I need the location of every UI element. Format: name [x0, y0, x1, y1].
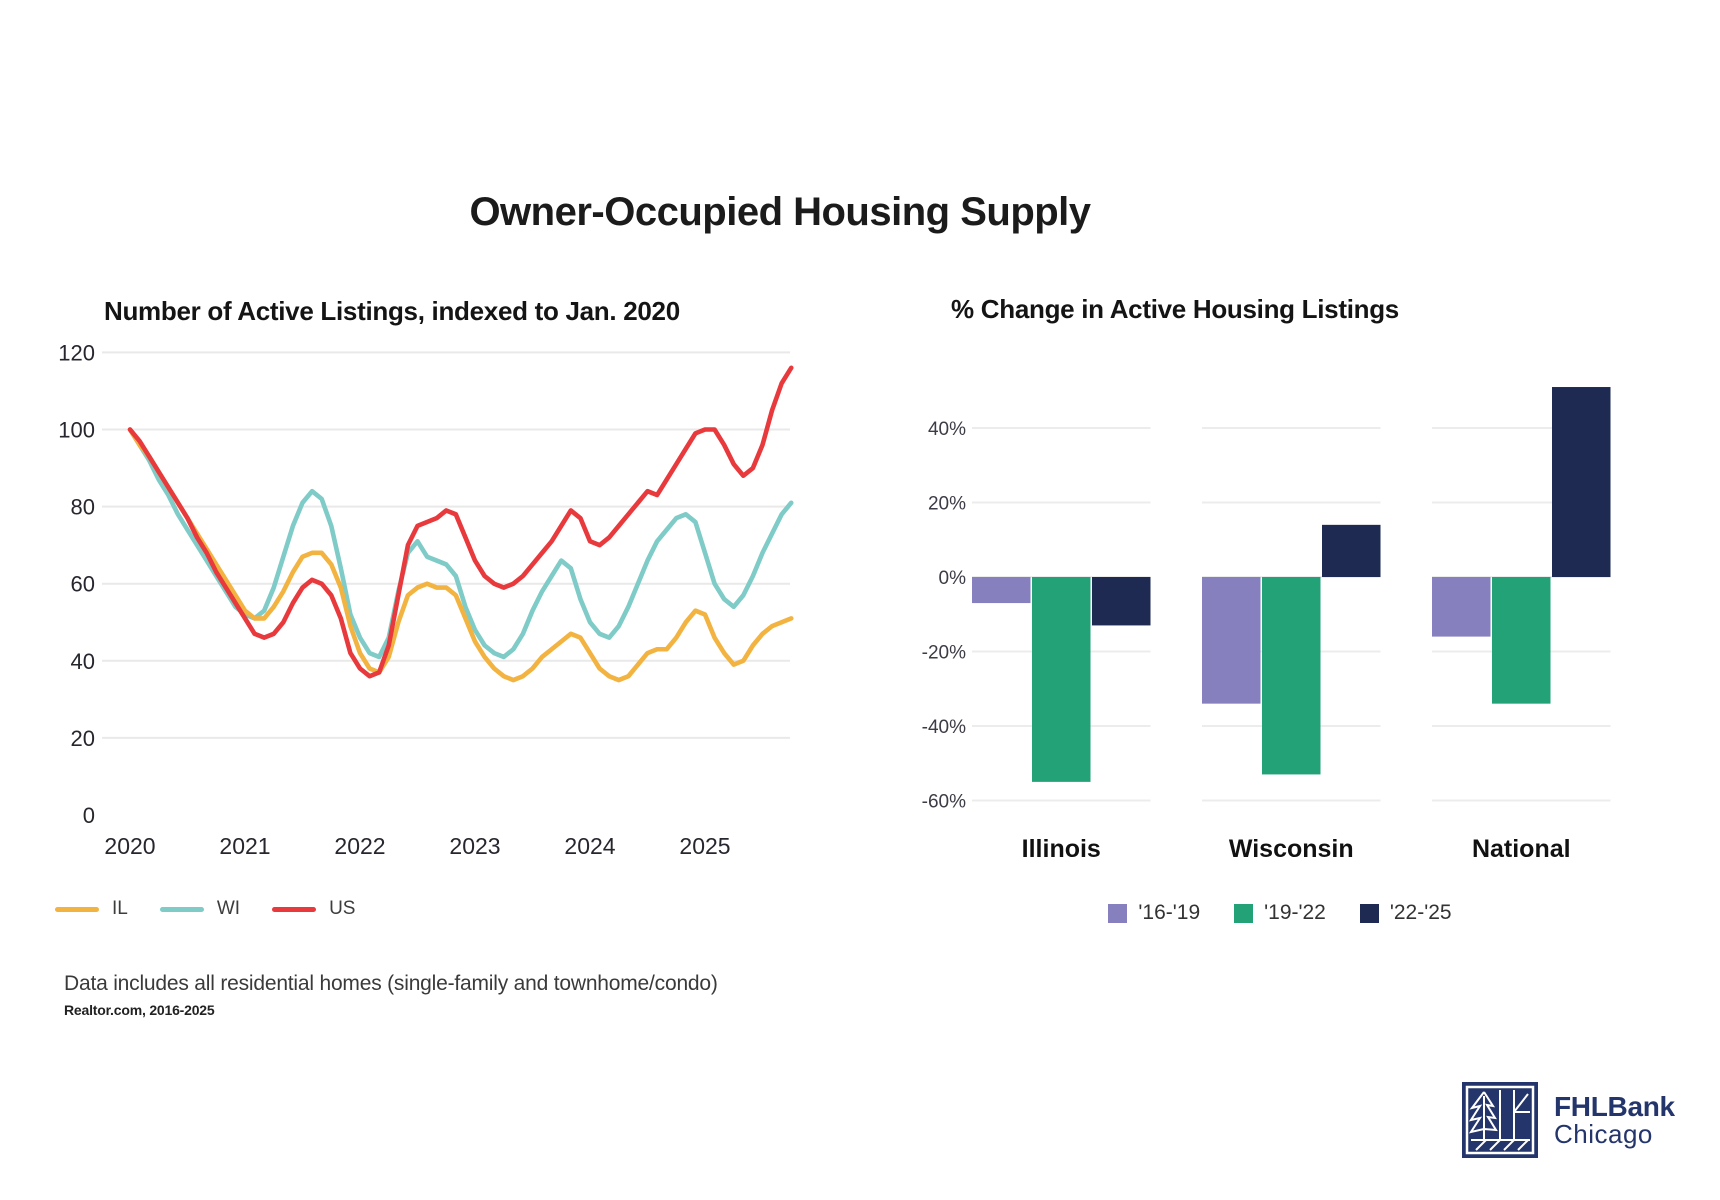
y-tick-label-20: 20 [71, 726, 95, 751]
legend-item-19-22: '19-'22 [1234, 901, 1326, 925]
bar-national-22-25 [1552, 387, 1611, 577]
category-label-national: National [1472, 835, 1571, 863]
bar-illinois-16-19 [972, 577, 1031, 604]
legend-label-19-22: '19-'22 [1264, 901, 1326, 924]
y-tick-label--60pct: -60% [922, 792, 966, 813]
legend-label-22-25: '22-'25 [1389, 901, 1452, 924]
logo-city: Chicago [1554, 1119, 1653, 1150]
bar-chart-legend: '16-'19 '19-'22 '22-'25 [900, 901, 1660, 925]
legend-label-us: US [329, 898, 356, 919]
us-line-swatch [272, 906, 317, 912]
logo-text: FHLBank Chicago [1554, 1090, 1675, 1150]
line-chart-legend: IL WI US [55, 898, 355, 920]
legend-label-16-19: '16-'19 [1138, 901, 1201, 924]
x-tick-label-2021: 2021 [219, 833, 270, 859]
line-series-WI [127, 427, 794, 660]
footnote-source: Realtor.com, 2016-2025 [64, 1002, 215, 1018]
x-tick-label-2025: 2025 [679, 833, 730, 859]
x-tick-label-2020: 2020 [104, 833, 155, 859]
legend-item-us: US [272, 898, 355, 920]
x-tick-label-2023: 2023 [449, 833, 500, 859]
wi-line-swatch [159, 906, 204, 912]
bar-wisconsin-22-25 [1322, 524, 1381, 577]
y-tick-label-20pct: 20% [928, 494, 966, 515]
legend-item-wi: WI [159, 898, 241, 920]
category-label-wisconsin: Wisconsin [1229, 835, 1354, 863]
category-label-illinois: Illinois [1022, 835, 1101, 863]
y-tick-label--20pct: -20% [922, 643, 966, 664]
y-tick-label-100: 100 [58, 418, 95, 443]
fhlbank-chicago-logo: FHLBank Chicago [1462, 1082, 1675, 1158]
footnote: Data includes all residential homes (sin… [64, 972, 718, 1018]
legend-label-wi: WI [216, 898, 241, 919]
il-line-swatch [55, 906, 99, 912]
bar-chart-title: % Change in Active Housing Listings [951, 294, 1399, 324]
y-tick-label-0: 0 [83, 803, 95, 828]
y-tick-label-80: 80 [71, 495, 95, 520]
y-tick-label-120: 120 [58, 340, 95, 365]
bar-national-19-22 [1492, 577, 1551, 704]
bar-illinois-19-22 [1032, 577, 1091, 782]
line-series-IL [127, 427, 794, 683]
page-title: Owner-Occupied Housing Supply [469, 190, 1091, 234]
footnote-description: Data includes all residential homes (sin… [64, 972, 718, 995]
bar-chart: 40% 20% 0% -20% -40% -60% Illinois Wisconsin Nat… [922, 387, 1611, 863]
line-chart-title: Number of Active Listings, indexed to Ja… [104, 296, 680, 326]
y-tick-label-40: 40 [71, 649, 95, 674]
y-tick-label-0pct: 0% [939, 568, 967, 589]
x-tick-label-2024: 2024 [564, 833, 615, 859]
line-series-US [127, 365, 794, 679]
bar-national-16-19 [1432, 577, 1491, 637]
bar-wisconsin-16-19 [1202, 577, 1261, 704]
bar-illinois-22-25 [1092, 577, 1151, 626]
fhlbank-logo-mark [1462, 1082, 1538, 1158]
x-tick-label-2022: 2022 [334, 833, 385, 859]
y-tick-label--40pct: -40% [922, 717, 966, 738]
legend-item-il: IL [55, 898, 128, 920]
legend-item-22-25: '22-'25 [1359, 901, 1452, 925]
line-chart: 0 20 40 60 80 100 120 2020 2021 2022 2023 2024 2025 [58, 340, 794, 859]
bar-wisconsin-19-22 [1262, 577, 1321, 775]
logo-name: FHLBank [1554, 1090, 1675, 1122]
period-16-19-swatch [1108, 903, 1128, 923]
legend-label-il: IL [112, 898, 128, 919]
period-22-25-swatch [1359, 903, 1379, 923]
period-19-22-swatch [1234, 903, 1254, 923]
y-tick-label-40pct: 40% [928, 419, 966, 440]
y-tick-label-60: 60 [71, 572, 95, 597]
legend-item-16-19: '16-'19 [1108, 901, 1200, 925]
